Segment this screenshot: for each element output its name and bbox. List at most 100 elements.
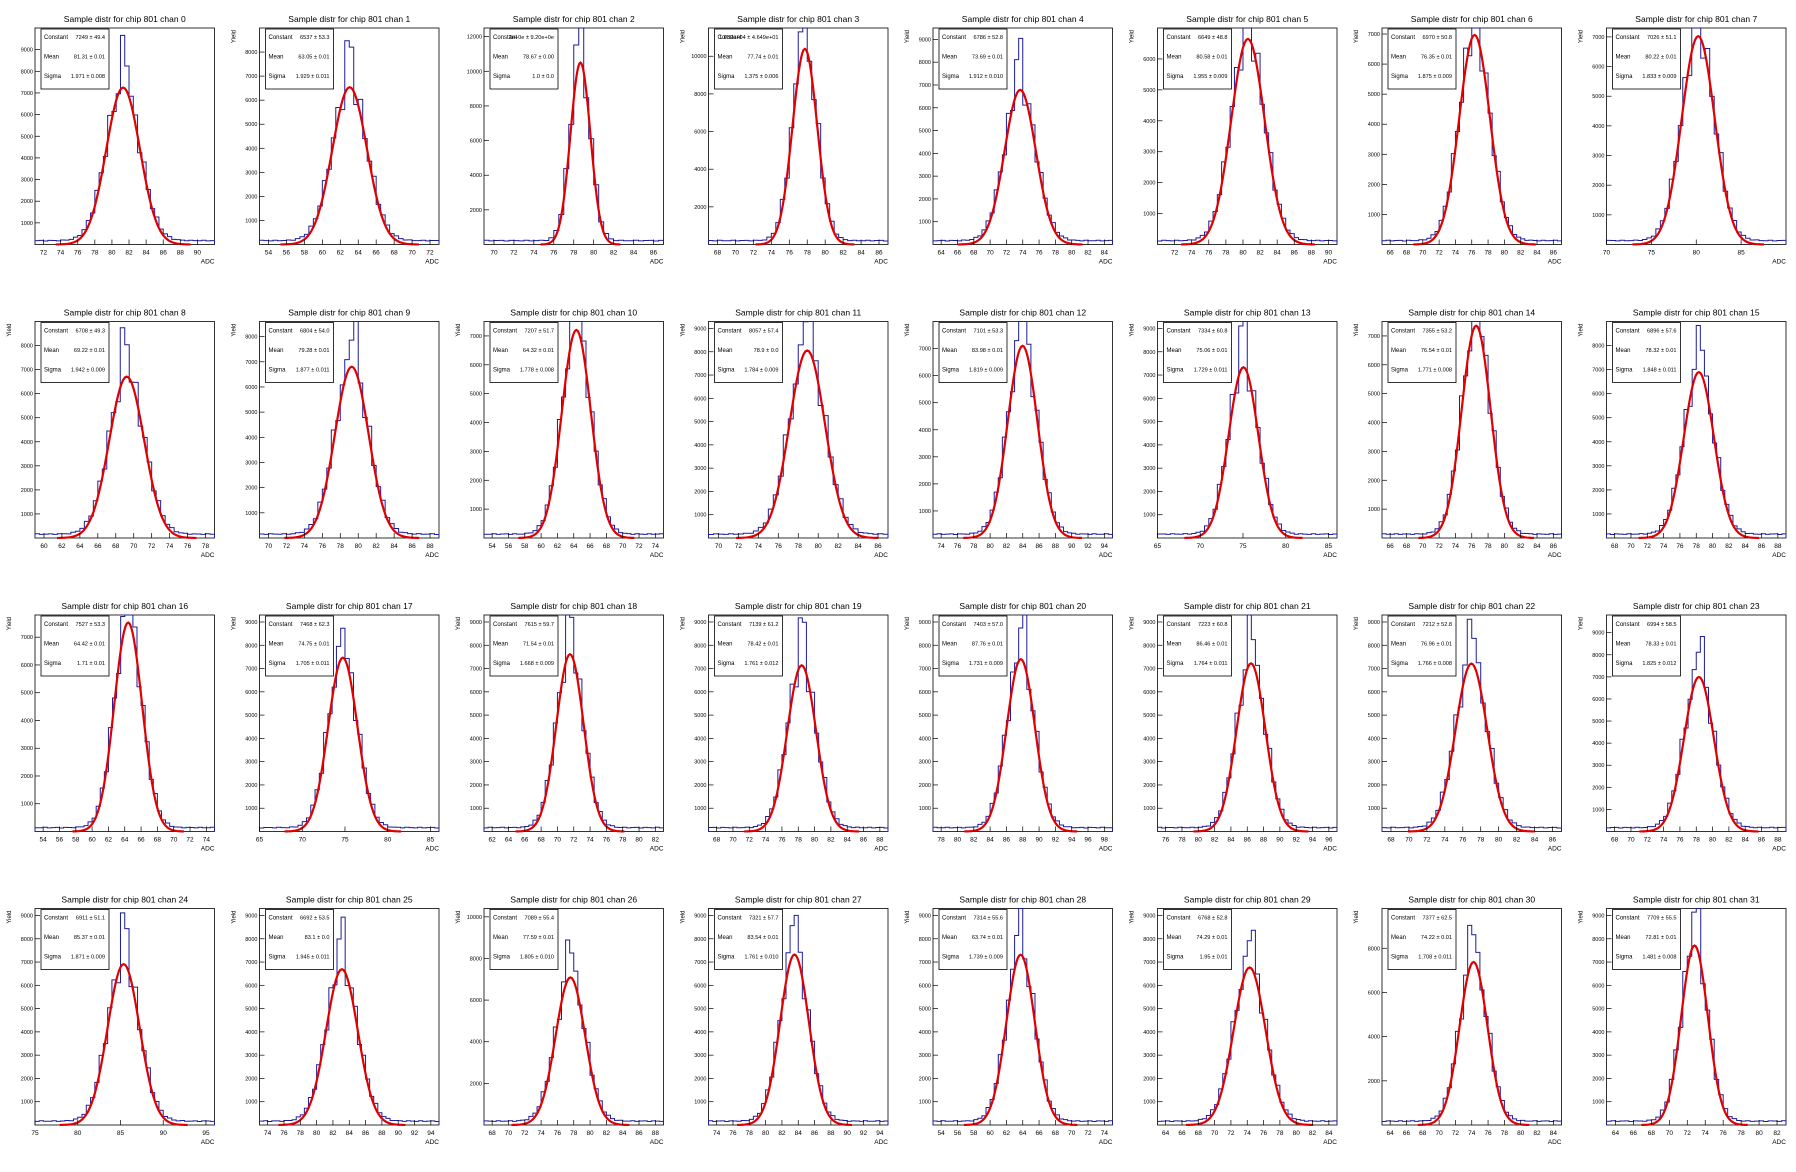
y-tick-label: 8000 <box>694 350 706 356</box>
stats-key: Mean <box>1391 642 1406 648</box>
x-axis-label: ADC <box>650 259 664 266</box>
y-axis-label: Yield <box>1579 617 1585 630</box>
plot-frame <box>1381 614 1562 832</box>
y-axis-label: Yield <box>1354 324 1360 337</box>
y-tick-label: 6000 <box>1592 697 1604 703</box>
x-tick-label: 72 <box>426 250 434 257</box>
y-tick-label: 6000 <box>1368 690 1380 696</box>
stats-key: Constant <box>1167 329 1191 335</box>
y-tick-label: 8000 <box>694 937 706 943</box>
y-tick-label: 9000 <box>919 37 931 43</box>
x-tick-label: 90 <box>194 250 202 257</box>
stats-key: Sigma <box>1391 74 1409 80</box>
y-tick-label: 6000 <box>1592 65 1604 71</box>
y-tick-label: 9000 <box>21 913 33 919</box>
x-tick-label: 80 <box>1501 250 1509 257</box>
stats-key: Sigma <box>942 955 960 961</box>
stats-value-sigma: 1.375 ± 0.006 <box>744 74 778 80</box>
histogram-series <box>1606 635 1787 832</box>
fit-stats-box <box>1387 909 1457 970</box>
histogram-series <box>708 617 889 832</box>
stats-key: Sigma <box>269 661 287 667</box>
x-tick-label: 90 <box>1068 543 1076 550</box>
x-tick-label: 82 <box>603 1130 611 1137</box>
x-tick-label: 80 <box>762 1130 770 1137</box>
x-tick-label: 80 <box>355 543 363 550</box>
y-tick-label: 2000 <box>919 197 931 203</box>
x-tick-label: 74 <box>530 250 538 257</box>
x-tick-label: 76 <box>554 1130 562 1137</box>
y-tick-label: 1000 <box>1592 1100 1604 1106</box>
stats-key: Constant <box>269 329 293 335</box>
stats-value-constant: 7089 ± 55.4 <box>524 916 554 922</box>
x-tick-label: 60 <box>986 1130 994 1137</box>
y-tick-label: 5000 <box>470 713 482 719</box>
y-tick-label: 1000 <box>245 218 257 224</box>
gaussian-fit-curve <box>59 962 188 1127</box>
histogram-series <box>483 321 664 538</box>
x-tick-label: 85 <box>1738 250 1746 257</box>
x-tick-label: 70 <box>1603 250 1611 257</box>
y-tick-label: 9000 <box>21 48 33 54</box>
gaussian-fit-curve <box>744 664 860 833</box>
x-tick-label: 78 <box>1276 1130 1284 1137</box>
y-tick-label: 1000 <box>1143 513 1155 519</box>
x-axis-label: ADC <box>1548 552 1562 559</box>
stats-value-sigma: 1.784 ± 0.009 <box>744 368 778 374</box>
gaussian-fit-curve <box>518 328 635 540</box>
x-axis-label: ADC <box>1772 846 1786 853</box>
fit-stats-box <box>489 322 559 383</box>
x-tick-label: 80 <box>1068 250 1076 257</box>
stats-key: Mean <box>44 642 59 648</box>
stats-value-mean: 76.54 ± 0.01 <box>1421 348 1452 354</box>
stats-key: Mean <box>269 642 284 648</box>
gaussian-fit-curve <box>963 344 1082 540</box>
x-tick-label: 76 <box>1035 250 1043 257</box>
x-tick-label: 72 <box>1644 837 1652 844</box>
y-tick-label: 5000 <box>245 122 257 128</box>
fit-stats-box <box>1163 615 1232 677</box>
x-tick-label: 76 <box>729 1130 737 1137</box>
stats-value-sigma: 1.766 ± 0.008 <box>1418 661 1452 667</box>
x-tick-label: 74 <box>1188 250 1196 257</box>
x-tick-label: 82 <box>373 543 381 550</box>
stats-key: Constant <box>1167 916 1191 922</box>
stats-key: Constant <box>44 329 68 335</box>
chart-panel: Sample distr for chip 801 chan 27 74 76 78 8… <box>681 895 889 1146</box>
x-tick-label: 92 <box>1052 837 1060 844</box>
stats-key: Mean <box>269 348 284 354</box>
y-tick-label: 6000 <box>470 998 482 1004</box>
chart-title: Sample distr for chip 801 chan 28 <box>959 895 1086 905</box>
y-tick-label: 3000 <box>1368 152 1380 158</box>
stats-value-constant: 7615 ± 59.7 <box>524 622 554 628</box>
stats-value-constant: 7334 ± 60.8 <box>1198 329 1228 335</box>
x-tick-label: 72 <box>635 543 643 550</box>
x-tick-label: 80 <box>74 1130 82 1137</box>
x-tick-label: 72 <box>735 543 743 550</box>
stats-key: Mean <box>942 935 957 941</box>
x-tick-label: 84 <box>857 250 865 257</box>
stats-key: Mean <box>493 348 508 354</box>
chart-title: Sample distr for chip 801 chan 5 <box>1186 14 1308 24</box>
stats-value-sigma: 1.805 ± 0.010 <box>520 955 554 961</box>
stats-key: Constant <box>1391 329 1415 335</box>
y-tick-label: 8000 <box>245 50 257 56</box>
x-tick-label: 66 <box>373 250 381 257</box>
y-tick-label: 7000 <box>245 667 257 673</box>
chart-title: Sample distr for chip 801 chan 27 <box>735 895 862 905</box>
y-tick-label: 9000 <box>1143 913 1155 919</box>
y-tick-label: 6000 <box>694 396 706 402</box>
y-tick-label: 6000 <box>1143 690 1155 696</box>
y-tick-label: 2000 <box>21 774 33 780</box>
y-tick-label: 3000 <box>1143 466 1155 472</box>
stats-key: Sigma <box>942 661 960 667</box>
stats-value-sigma: 1.825 ± 0.012 <box>1642 661 1676 667</box>
y-tick-label: 8000 <box>470 956 482 962</box>
y-tick-label: 1000 <box>245 806 257 812</box>
x-tick-label: 74 <box>1244 1130 1252 1137</box>
histogram-series <box>932 614 1113 832</box>
stats-value-sigma: 1.819 ± 0.009 <box>969 368 1003 374</box>
x-tick-label: 66 <box>1630 1130 1638 1137</box>
gaussian-fit-curve <box>1407 662 1535 833</box>
x-tick-label: 74 <box>1441 837 1449 844</box>
